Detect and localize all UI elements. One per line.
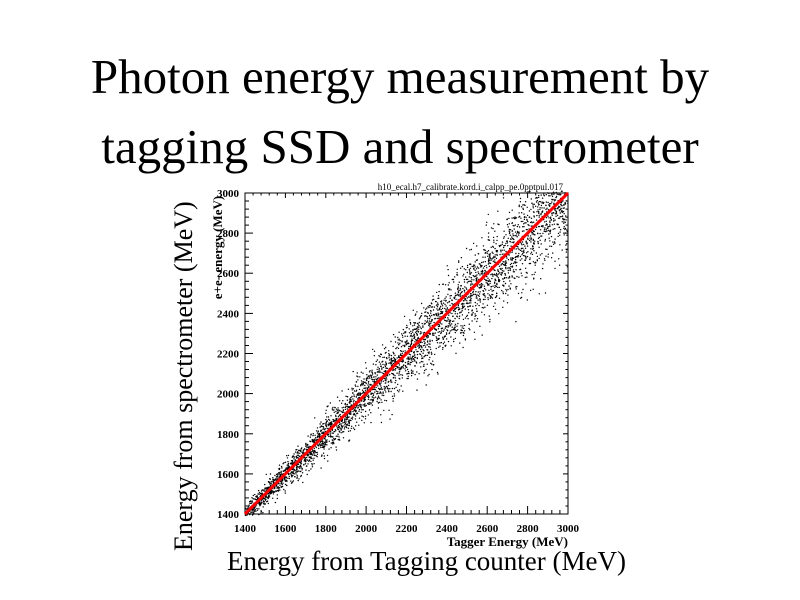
svg-text:2000: 2000 [217, 389, 240, 401]
svg-text:2400: 2400 [217, 308, 240, 320]
svg-text:Tagger Energy (MeV): Tagger Energy (MeV) [447, 534, 568, 549]
svg-text:1600: 1600 [274, 523, 297, 535]
svg-text:e+e- energy (MeV): e+e- energy (MeV) [210, 196, 225, 299]
svg-text:1400: 1400 [234, 523, 257, 535]
svg-text:2200: 2200 [217, 349, 240, 361]
svg-text:h10_ecal.h7_calibrate.kord.i_c: h10_ecal.h7_calibrate.kord.i_calpp_pe.0p… [378, 182, 564, 192]
svg-text:1600: 1600 [217, 469, 240, 481]
svg-text:1400: 1400 [217, 509, 240, 521]
svg-text:1800: 1800 [217, 429, 240, 441]
svg-text:1800: 1800 [315, 523, 338, 535]
svg-text:2000: 2000 [355, 523, 378, 535]
svg-text:2200: 2200 [396, 523, 419, 535]
